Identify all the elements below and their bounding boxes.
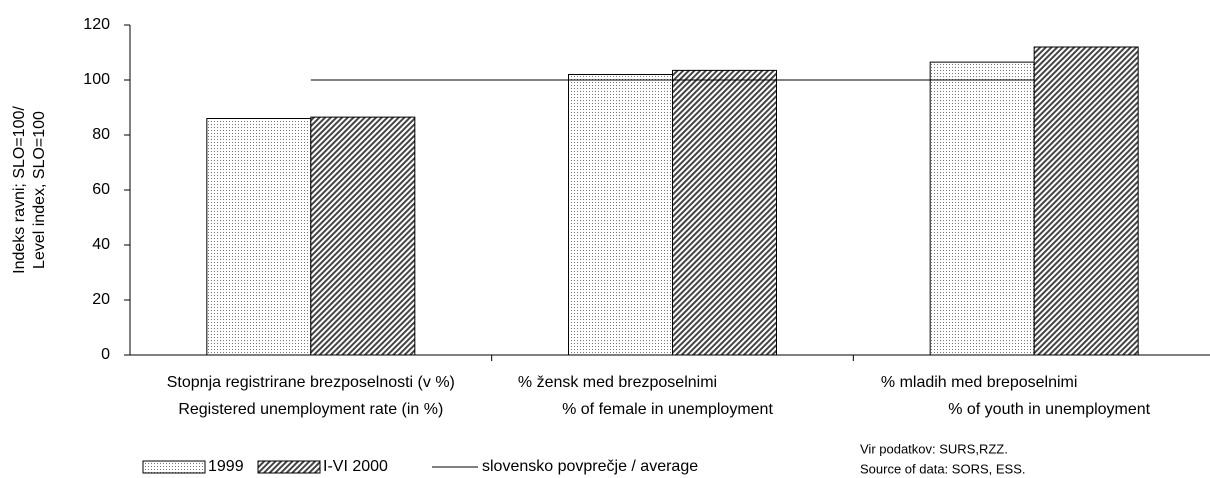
bar [310,116,416,356]
y-tick-label: 40 [92,236,110,253]
y-axis-label: Indeks ravni; SLO=100/ [11,106,28,274]
bar [929,61,1035,356]
x-tick-label: % of youth in unemployment [948,401,1150,418]
x-tick-label: Registered unemployment rate (in %) [178,401,443,418]
legend-swatch [142,460,206,474]
bar [206,118,312,356]
legend-swatch [257,460,321,474]
y-axis-label: Level index, SLO=100 [31,111,48,269]
legend-label: I-VI 2000 [323,458,388,475]
x-tick-label: % of female in unemployment [562,401,773,418]
legend-label: 1999 [208,458,244,475]
source-note: Vir podatkov: SURS,RZZ. [860,441,1008,456]
y-tick-label: 120 [83,16,110,33]
y-tick-label: 80 [92,126,110,143]
bar [672,69,777,356]
bar [1033,46,1139,356]
legend-label: slovensko povprečje / average [482,458,698,475]
source-note: Source of data: SORS, ESS. [860,461,1025,476]
x-tick-label: % mladih med breposelnimi [881,374,1078,391]
y-tick-label: 0 [101,346,110,363]
bar [568,74,673,356]
x-tick-label: % žensk med brezposelnimi [518,374,717,391]
x-tick-label: Stopnja registrirane brezposelnosti (v %… [167,374,455,391]
y-tick-label: 20 [92,291,110,308]
y-tick-label: 100 [83,71,110,88]
y-tick-label: 60 [92,181,110,198]
